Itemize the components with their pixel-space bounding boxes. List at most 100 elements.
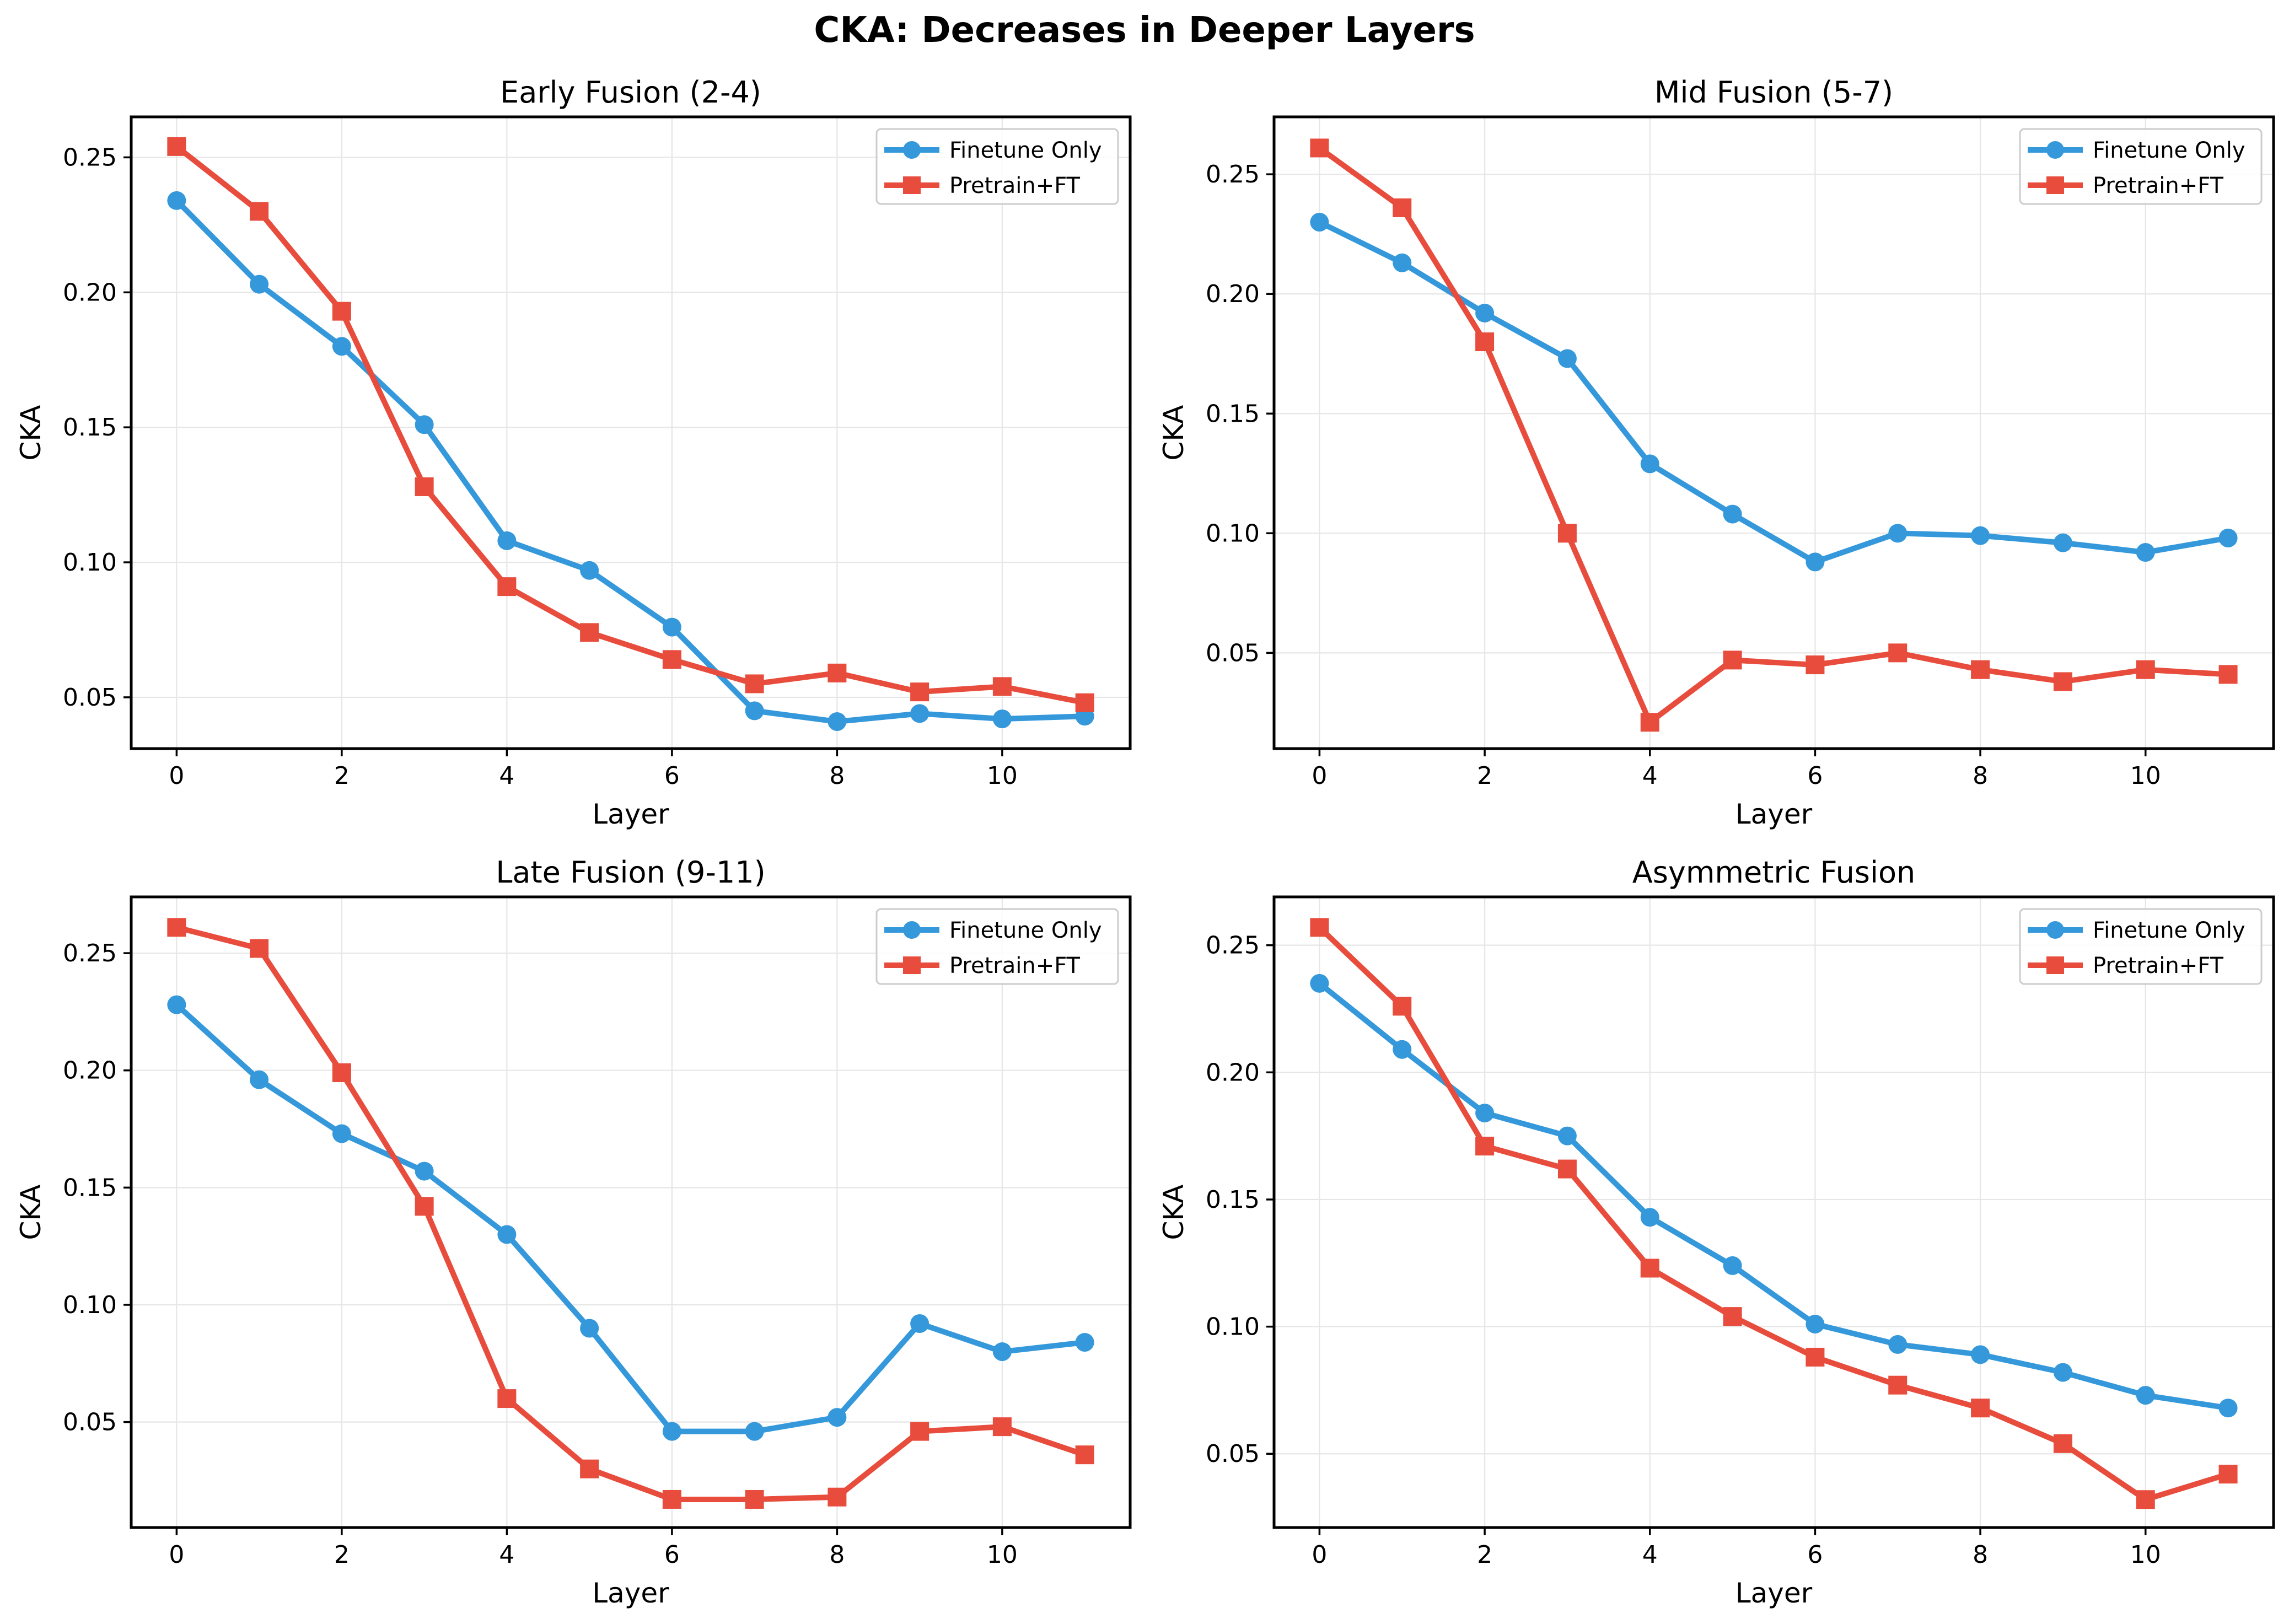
legend: Finetune Only Pretrain+FT (2019, 128, 2263, 205)
legend-marker (2046, 921, 2064, 939)
data-point (1888, 524, 1908, 543)
data-point (2053, 533, 2072, 552)
data-point (250, 275, 269, 294)
y-tick-label: 0.15 (63, 413, 117, 442)
data-point (2053, 1363, 2072, 1382)
x-tick-label: 2 (334, 762, 350, 790)
data-point (1723, 504, 1742, 524)
data-point (1640, 454, 1659, 474)
data-point (1971, 1345, 1990, 1364)
data-point (992, 709, 1012, 729)
data-point (1475, 1104, 1495, 1123)
data-point (662, 617, 681, 637)
axes-frame (1272, 115, 2275, 750)
chart-title: Late Fusion (9-11) (496, 855, 765, 890)
data-point (1888, 1335, 1908, 1354)
series-line-2 (174, 924, 1088, 1502)
data-point (332, 302, 351, 321)
data-point (415, 1161, 434, 1181)
data-point (1475, 303, 1495, 322)
y-tick-label: 0.05 (1206, 1440, 1260, 1468)
data-point (332, 1124, 351, 1143)
data-point (497, 531, 517, 550)
data-point (250, 202, 269, 221)
legend-marker (2046, 141, 2064, 159)
series-line-1 (1317, 219, 2231, 565)
data-point (1310, 918, 1329, 937)
data-point (332, 1063, 351, 1082)
y-axis-label: CKA (15, 405, 47, 460)
data-point (1640, 1259, 1659, 1278)
y-tick-label: 0.20 (63, 1057, 117, 1085)
legend: Finetune Only Pretrain+FT (875, 128, 1119, 205)
data-point (1557, 1159, 1577, 1179)
data-point (910, 1314, 929, 1333)
data-point (580, 561, 599, 580)
y-axis-label: CKA (15, 1184, 47, 1240)
x-tick-label: 8 (829, 1541, 845, 1569)
legend-marker (903, 956, 921, 974)
data-point (2218, 665, 2238, 684)
data-point (2218, 529, 2238, 547)
y-tick-label: 0.10 (1206, 1313, 1260, 1341)
series-line-1 (174, 1002, 1088, 1434)
legend-marker (2046, 176, 2064, 194)
chart-panel-4: 0 2 4 6 8 10 0.05 0.10 0.15 0.20 0.25 Asymmetric Fu… (1158, 855, 2275, 1609)
legend: Finetune Only Pretrain+FT (875, 908, 1119, 985)
data-point (662, 1489, 681, 1509)
legend-label: Pretrain+FT (2093, 173, 2224, 198)
data-point (2053, 672, 2072, 691)
x-tick-label: 8 (1973, 1541, 1988, 1569)
data-point (415, 415, 434, 434)
x-axis-label: Layer (592, 1577, 669, 1609)
x-tick-label: 4 (499, 762, 514, 790)
legend-label: Pretrain+FT (949, 953, 1081, 978)
x-tick-label: 4 (499, 1541, 514, 1569)
chart-title: Mid Fusion (5-7) (1654, 75, 1893, 110)
data-point (497, 1225, 517, 1244)
data-point (745, 674, 764, 693)
x-tick-label: 0 (1312, 762, 1327, 790)
data-point (1075, 1333, 1094, 1352)
data-point (745, 701, 764, 720)
series-line-2 (174, 143, 1088, 706)
data-point (2136, 660, 2155, 679)
y-tick-label: 0.05 (63, 1408, 117, 1437)
data-point (415, 477, 434, 496)
x-axis-label: Layer (1735, 798, 1813, 830)
data-point (415, 1197, 434, 1216)
chart-title: Asymmetric Fusion (1632, 855, 1915, 890)
data-point (167, 137, 186, 156)
data-point (580, 623, 599, 642)
data-point (167, 995, 186, 1014)
data-point (1971, 526, 1990, 545)
y-tick-label: 0.05 (63, 684, 117, 712)
x-tick-label: 6 (664, 1541, 680, 1569)
data-point (1640, 713, 1659, 732)
legend-marker (903, 921, 921, 939)
data-point (1075, 1445, 1094, 1465)
data-point (662, 650, 681, 669)
data-point (1723, 650, 1742, 670)
data-point (2218, 1399, 2238, 1418)
data-point (580, 1319, 599, 1338)
data-point (1888, 643, 1908, 663)
data-point (662, 1422, 681, 1441)
legend-marker (903, 141, 921, 159)
x-tick-label: 0 (169, 762, 184, 790)
data-point (1310, 974, 1329, 993)
data-point (1557, 349, 1577, 368)
y-tick-label: 0.20 (63, 278, 117, 306)
data-point (1475, 1137, 1495, 1156)
x-tick-label: 0 (1312, 1541, 1327, 1569)
data-point (167, 191, 186, 210)
data-point (1393, 997, 1412, 1016)
y-tick-label: 0.25 (63, 939, 117, 967)
y-tick-label: 0.15 (1206, 1186, 1260, 1214)
data-point (1557, 1126, 1577, 1146)
legend-label: Finetune Only (949, 918, 1102, 943)
x-tick-label: 10 (2130, 1541, 2161, 1569)
y-tick-label: 0.20 (1206, 1058, 1260, 1087)
data-point (745, 1422, 764, 1441)
